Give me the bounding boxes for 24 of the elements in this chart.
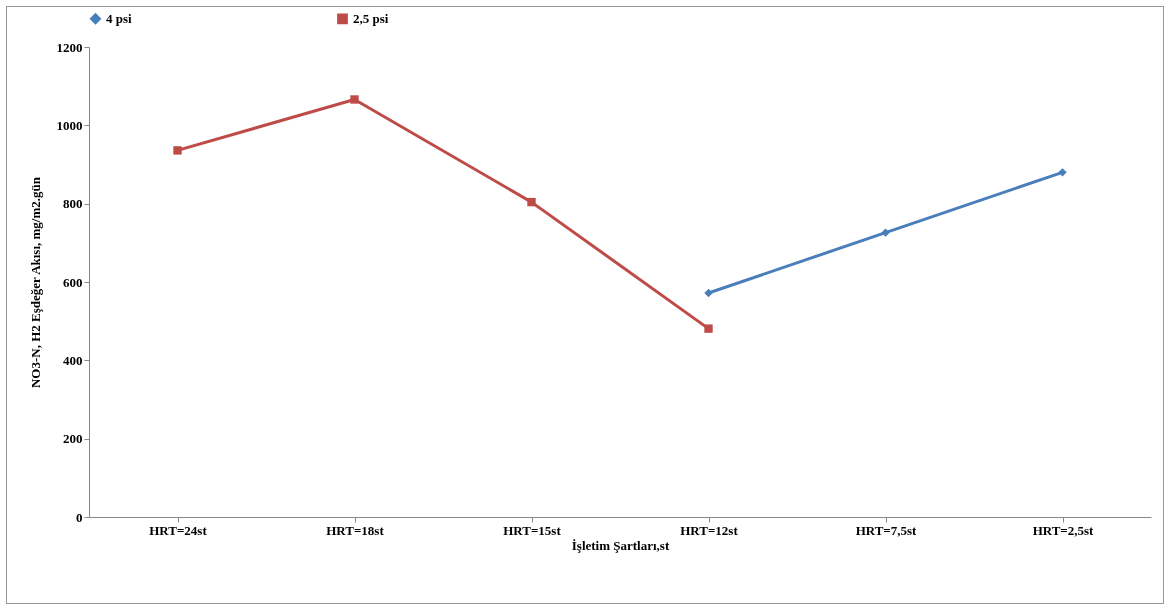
point [881, 228, 890, 237]
x-tick-label: HRT=7,5st [855, 522, 918, 538]
point [704, 288, 713, 298]
y-tick-label: 1200 [56, 39, 83, 55]
y-tick-label: 1000 [56, 117, 83, 133]
point [704, 324, 713, 333]
y-tick-label: 200 [63, 431, 83, 447]
y-axis-title: NO3-N, H2 Eşdeğer Akısı, mg/m2.gün [27, 176, 43, 389]
x-tick-label: HRT=24st [149, 522, 208, 538]
point [350, 95, 359, 104]
x-tick-label: HRT=15st [503, 522, 562, 538]
legend-label: 4 psi [106, 10, 133, 26]
y-tick-label: 400 [63, 352, 83, 368]
point [173, 146, 182, 155]
point [527, 197, 536, 207]
y-tick-label: 600 [63, 274, 83, 290]
x-tick-label: HRT=18st [326, 522, 385, 538]
y-tick-label: 0 [76, 509, 83, 525]
x-tick-label: HRT=12st [680, 522, 739, 538]
y-tick-label: 800 [63, 196, 83, 212]
point [1058, 168, 1067, 177]
legend-label: 2,5 psi [353, 10, 389, 26]
x-axis-title: İşletim Şartları,st [571, 537, 670, 553]
x-tick-label: HRT=2,5st [1032, 522, 1095, 538]
